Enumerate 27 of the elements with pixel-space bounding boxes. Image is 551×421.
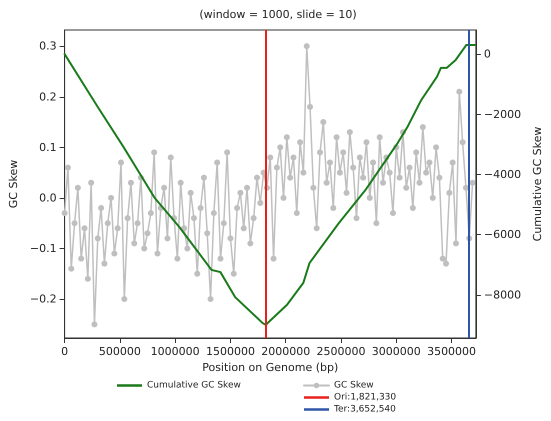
legend-label: Cumulative GC Skew [147,380,241,390]
y-tick-label: 0.1 [39,140,57,154]
y2-tick-label: −4000 [484,168,522,182]
legend-label: Ori:1,821,330 [334,392,396,402]
y-tick-label: −0.1 [30,242,57,255]
y2-tick-label: 0 [484,48,491,61]
y2-tick-label: −6000 [484,228,522,242]
chart-title: (window = 1000, slide = 10) [199,8,357,21]
y-axis-title: GC Skew [7,160,20,208]
y-tick-label: 0.0 [39,191,57,204]
y2-tick-label: −8000 [484,288,522,302]
x-tick-label: 1000000 [150,345,200,358]
x-tick-label: 3000000 [372,345,421,358]
x-tick-label: 500000 [98,345,141,358]
x-axis-title: Position on Genome (bp) [202,360,338,374]
legend-label: GC Skew [334,380,374,390]
x-tick-label: 2500000 [316,345,366,358]
y2-axis-title: Cumulative GC Skew [531,126,544,242]
y-tick-label: 0.3 [39,40,57,53]
x-tick-label: 3500000 [427,345,476,358]
x-tick-label: 0 [61,345,68,358]
x-tick-label: 2000000 [261,345,310,358]
legend-label: Ter:3,652,540 [333,404,396,414]
y2-tick-label: −2000 [484,108,522,121]
y-tick-label: −0.2 [30,292,57,306]
y-tick-label: 0.2 [39,90,57,104]
x-tick-label: 1500000 [206,345,255,358]
